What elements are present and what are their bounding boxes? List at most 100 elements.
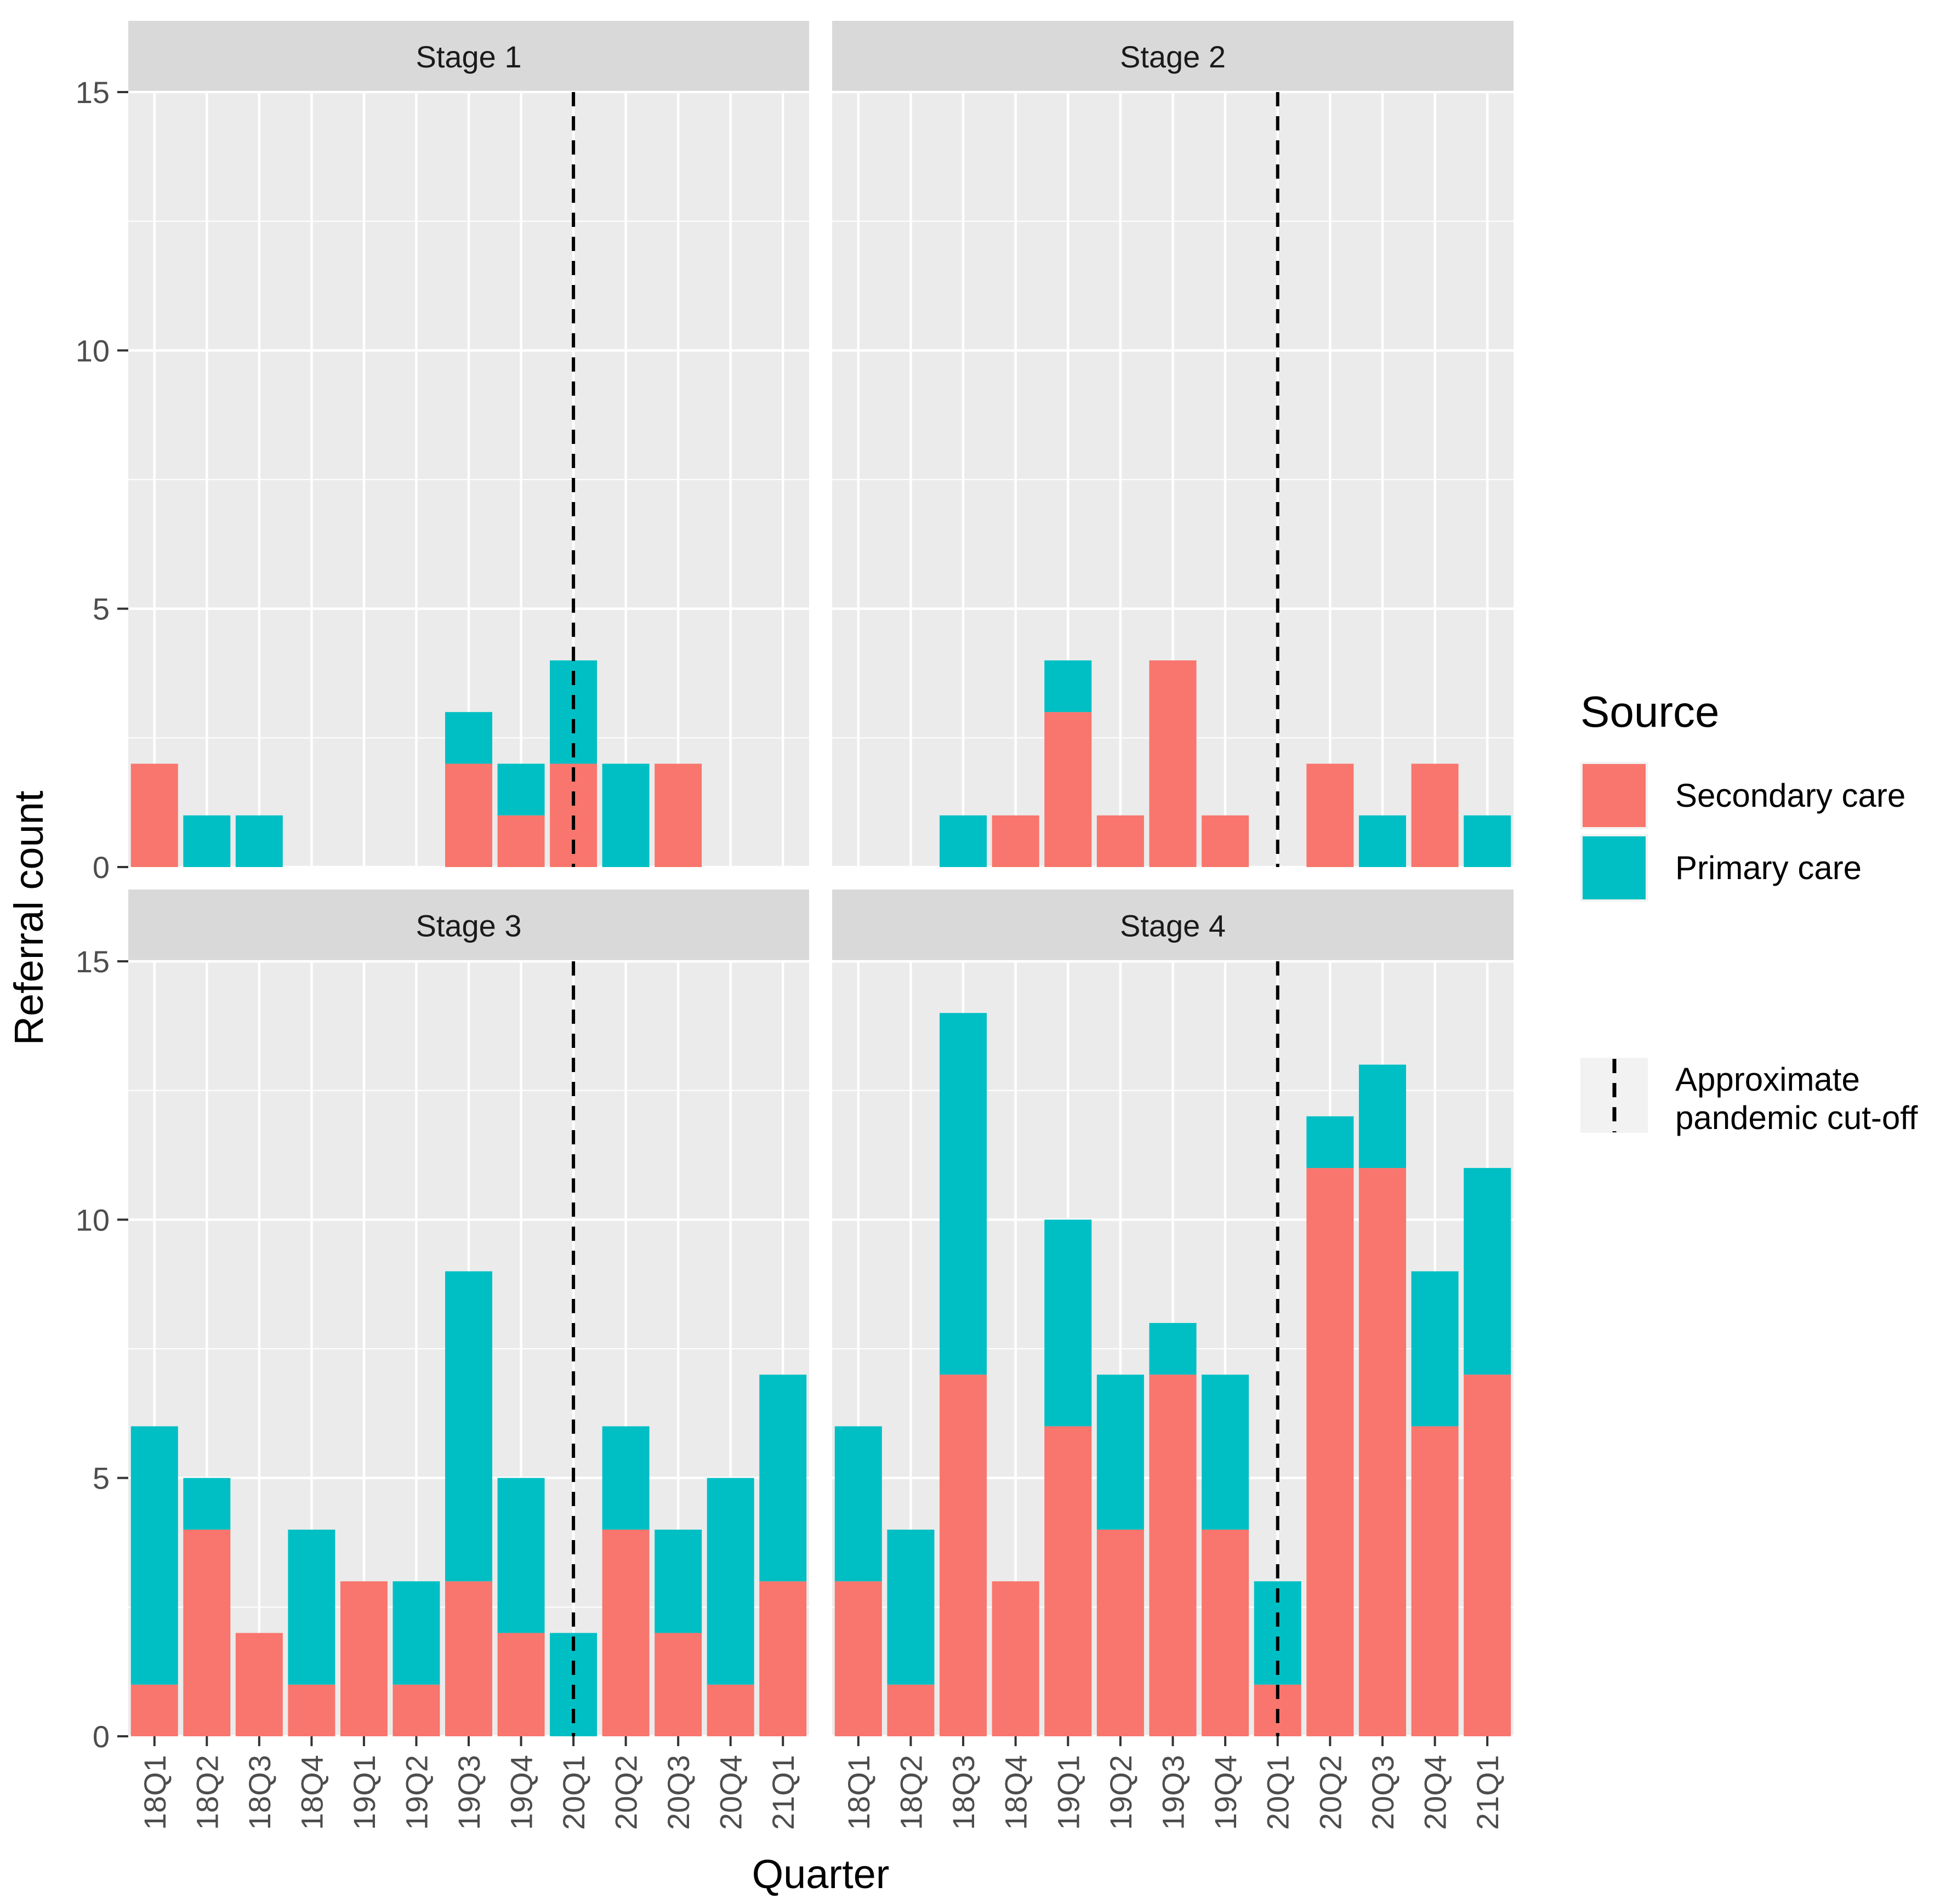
bar-secondary-stage3-18Q2	[183, 1529, 231, 1736]
bar-primary-stage3-20Q3	[655, 1529, 702, 1633]
x-tick-label: 20Q3	[661, 1755, 696, 1830]
bar-secondary-stage2-19Q2	[1096, 815, 1144, 867]
x-tick-label: 18Q1	[138, 1755, 172, 1830]
x-tick-label: 20Q1	[1261, 1755, 1295, 1830]
x-tick-label: 21Q1	[1470, 1755, 1505, 1830]
x-tick-label: 19Q4	[504, 1755, 539, 1830]
facet-strip	[832, 21, 1514, 92]
bar-primary-stage4-19Q1	[1044, 1219, 1092, 1427]
x-tick-label: 19Q1	[347, 1755, 382, 1830]
bar-secondary-stage3-19Q2	[392, 1684, 440, 1736]
bar-secondary-stage1-18Q1	[130, 763, 178, 867]
y-tick-label: 5	[93, 592, 110, 626]
y-axis-title: Referral count	[6, 790, 52, 1045]
bar-primary-stage3-21Q1	[759, 1375, 807, 1582]
bar-secondary-stage3-20Q2	[602, 1529, 650, 1736]
bar-secondary-stage2-20Q2	[1306, 763, 1354, 867]
bar-primary-stage4-20Q4	[1411, 1271, 1459, 1427]
legend-line-label: Approximate	[1675, 1061, 1860, 1098]
bar-secondary-stage3-20Q3	[655, 1633, 702, 1736]
bar-secondary-stage1-20Q3	[655, 763, 702, 867]
facet-title: Stage 1	[416, 39, 521, 74]
x-tick-label: 20Q2	[609, 1755, 644, 1830]
x-tick-label: 19Q3	[452, 1755, 486, 1830]
bar-secondary-stage4-18Q4	[992, 1581, 1039, 1736]
bar-secondary-stage3-18Q3	[235, 1633, 283, 1736]
bar-secondary-stage3-18Q4	[288, 1684, 335, 1736]
bar-primary-stage4-20Q2	[1306, 1116, 1354, 1168]
bar-primary-stage2-20Q3	[1358, 815, 1406, 867]
x-axis-title: Quarter	[752, 1851, 890, 1897]
bar-primary-stage4-18Q2	[887, 1529, 935, 1685]
bar-primary-stage1-18Q2	[183, 815, 231, 867]
x-tick-label: 18Q3	[946, 1755, 981, 1830]
legend-key-secondary	[1583, 764, 1646, 827]
x-tick-label: 20Q3	[1366, 1755, 1400, 1830]
bar-secondary-stage4-18Q2	[887, 1684, 935, 1736]
y-tick-label: 10	[76, 1202, 110, 1237]
facet-title: Stage 3	[416, 909, 521, 943]
bar-primary-stage1-18Q3	[235, 815, 283, 867]
bar-secondary-stage3-21Q1	[759, 1581, 807, 1736]
bar-secondary-stage1-19Q3	[445, 763, 492, 867]
x-tick-label: 18Q2	[190, 1755, 224, 1830]
y-tick-label: 15	[76, 75, 110, 110]
x-tick-label: 19Q2	[399, 1755, 434, 1830]
x-tick-label: 18Q3	[242, 1755, 277, 1830]
bar-secondary-stage4-19Q4	[1202, 1529, 1249, 1736]
facet-strip	[128, 21, 809, 92]
bar-primary-stage3-20Q2	[602, 1426, 650, 1530]
bar-primary-stage1-19Q4	[497, 763, 545, 816]
x-tick-label: 18Q4	[294, 1755, 329, 1830]
x-tick-label: 18Q2	[894, 1755, 928, 1830]
bar-primary-stage1-19Q3	[445, 712, 492, 764]
bar-secondary-stage4-20Q3	[1358, 1168, 1406, 1736]
bar-secondary-stage2-20Q4	[1411, 763, 1459, 867]
bar-secondary-stage4-21Q1	[1464, 1375, 1511, 1736]
x-tick-label: 20Q4	[714, 1755, 748, 1830]
x-tick-label: 18Q1	[841, 1755, 876, 1830]
bar-primary-stage4-18Q1	[834, 1426, 882, 1582]
facet-title: Stage 4	[1120, 909, 1226, 943]
x-tick-label: 19Q3	[1156, 1755, 1191, 1830]
bar-primary-stage4-19Q3	[1149, 1322, 1197, 1375]
bar-primary-stage2-19Q1	[1044, 660, 1092, 712]
bar-secondary-stage3-19Q4	[497, 1633, 545, 1736]
y-tick-label: 0	[93, 850, 110, 885]
x-tick-label: 20Q4	[1418, 1755, 1453, 1830]
x-tick-label: 19Q1	[1051, 1755, 1085, 1830]
x-tick-label: 18Q4	[999, 1755, 1033, 1830]
y-tick-label: 10	[76, 333, 110, 368]
x-tick-label: 19Q4	[1208, 1755, 1243, 1830]
bar-primary-stage3-18Q1	[130, 1426, 178, 1685]
x-tick-label: 20Q1	[556, 1755, 591, 1830]
bar-primary-stage4-20Q3	[1358, 1064, 1406, 1168]
bar-secondary-stage4-18Q1	[834, 1581, 882, 1736]
bar-primary-stage1-20Q2	[602, 763, 650, 867]
bar-primary-stage2-18Q3	[940, 815, 987, 867]
bar-secondary-stage1-19Q4	[497, 815, 545, 867]
bar-secondary-stage4-18Q3	[940, 1375, 987, 1736]
y-tick-label: 15	[76, 944, 110, 979]
bar-primary-stage3-19Q2	[392, 1581, 440, 1685]
x-tick-label: 21Q1	[766, 1755, 800, 1830]
bar-primary-stage3-18Q4	[288, 1529, 335, 1685]
bar-secondary-stage4-19Q2	[1096, 1529, 1144, 1736]
bar-secondary-stage3-19Q3	[445, 1581, 492, 1736]
y-tick-label: 0	[93, 1719, 110, 1754]
bar-secondary-stage2-19Q3	[1149, 660, 1197, 867]
bar-primary-stage2-21Q1	[1464, 815, 1511, 867]
bar-secondary-stage4-19Q1	[1044, 1426, 1092, 1736]
x-tick-label: 19Q2	[1103, 1755, 1138, 1830]
bar-secondary-stage4-20Q4	[1411, 1426, 1459, 1736]
bar-secondary-stage4-20Q2	[1306, 1168, 1354, 1736]
legend-title: Source	[1580, 687, 1719, 736]
facet-title: Stage 2	[1120, 39, 1226, 74]
y-tick-label: 5	[93, 1461, 110, 1496]
bar-secondary-stage2-18Q4	[992, 815, 1039, 867]
legend-label: Secondary care	[1675, 777, 1905, 814]
bar-primary-stage3-19Q4	[497, 1478, 545, 1633]
bar-secondary-stage3-19Q1	[340, 1581, 388, 1736]
